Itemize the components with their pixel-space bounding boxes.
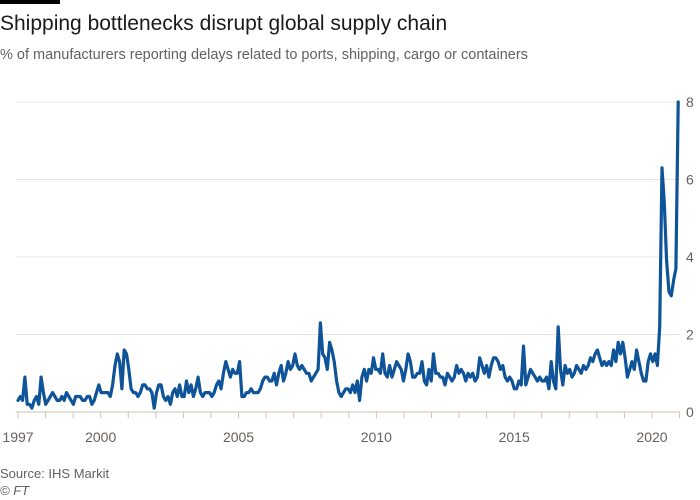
- ft-brand-bar: [0, 0, 60, 4]
- x-tick-label: 2005: [223, 429, 254, 445]
- chart-subtitle: % of manufacturers reporting delays rela…: [0, 47, 528, 63]
- x-tick-label: 2010: [361, 429, 392, 445]
- x-tick-label: 1997: [2, 429, 33, 445]
- y-tick-label: 0: [686, 404, 694, 420]
- source-note: Source: IHS Markit: [0, 466, 110, 481]
- y-tick-label: 6: [686, 172, 694, 188]
- copyright-note: © FT: [0, 483, 30, 498]
- y-tick-label: 4: [686, 249, 694, 265]
- chart-title: Shipping bottlenecks disrupt global supp…: [0, 12, 448, 35]
- x-tick-label: 2015: [499, 429, 530, 445]
- y-tick-label: 2: [686, 327, 694, 343]
- x-tick-label: 2020: [636, 429, 667, 445]
- chart-area: 1997 2000 2005 2010 2015 2020 0 2 4 6 8: [2, 94, 694, 445]
- y-tick-label: 8: [686, 94, 694, 110]
- y-axis: 0 2 4 6 8: [686, 94, 694, 420]
- x-axis: 1997 2000 2005 2010 2015 2020: [2, 412, 681, 445]
- series-line: [16, 100, 680, 410]
- x-tick-label: 2000: [85, 429, 116, 445]
